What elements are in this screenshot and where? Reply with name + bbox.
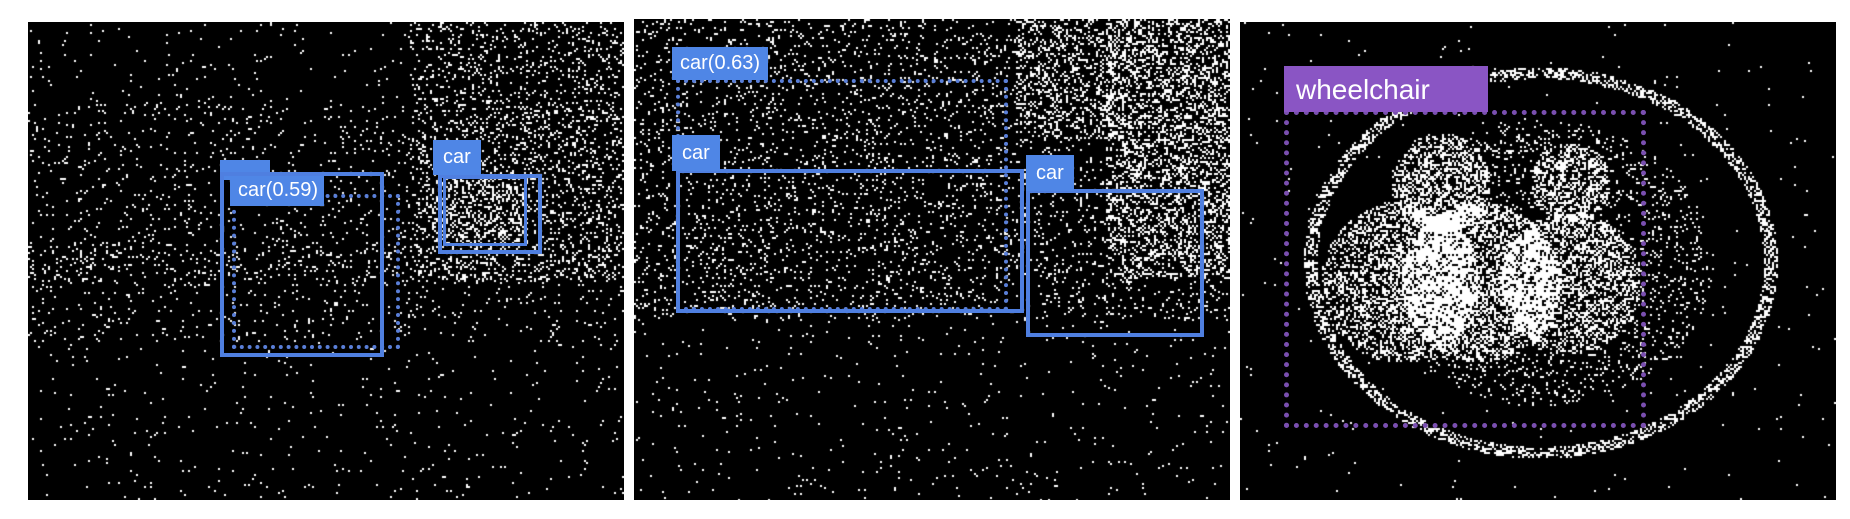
detection-box-wheelchair bbox=[1284, 110, 1646, 428]
event-noise-image bbox=[634, 19, 1230, 500]
detection-box-car bbox=[1026, 189, 1204, 337]
detection-box-car bbox=[220, 172, 384, 357]
event-noise-image bbox=[28, 22, 624, 500]
detection-label-car: car bbox=[672, 135, 720, 171]
detection-box-car bbox=[676, 169, 1024, 313]
event-frame-panel-3: wheelchair bbox=[1240, 22, 1836, 500]
detection-label-car-score: car(0.59) bbox=[230, 176, 325, 206]
detection-label-car-score: car(0.63) bbox=[672, 47, 769, 80]
detection-label-car: car bbox=[1026, 155, 1074, 191]
event-frame-panel-2: car(0.63) car car bbox=[634, 19, 1230, 500]
event-frame-panel-1: car(0.59) car bbox=[28, 22, 624, 500]
detection-box-car-inner bbox=[443, 176, 527, 246]
detection-label-wheelchair: wheelchair bbox=[1284, 66, 1488, 112]
detection-label-car: car bbox=[433, 140, 481, 175]
